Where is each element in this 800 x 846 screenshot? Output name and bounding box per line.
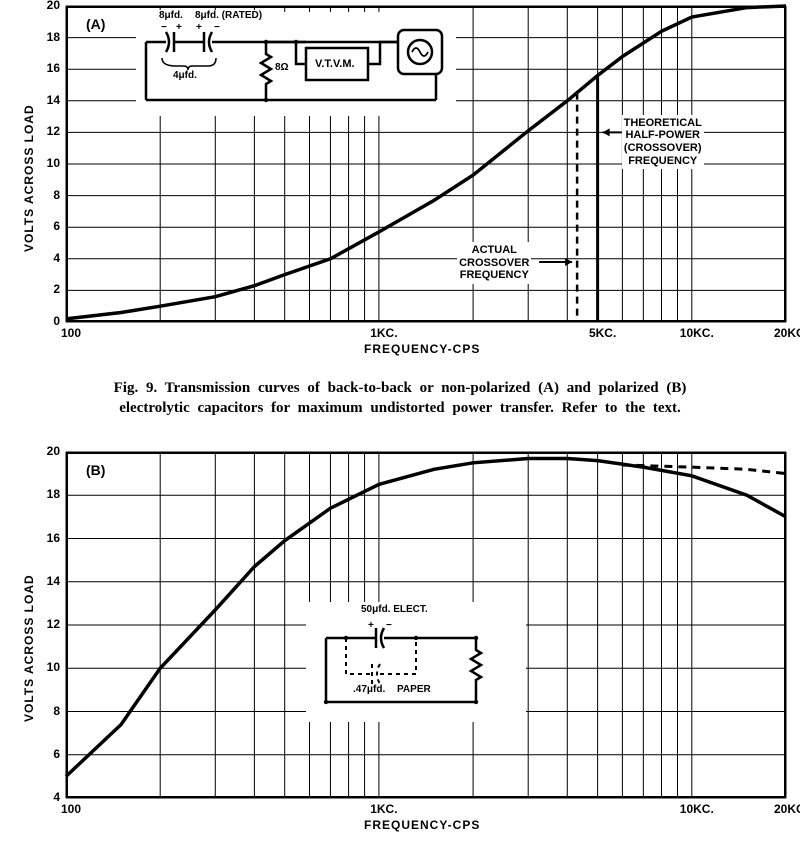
- chart-a-panel: VOLTS ACROSS LOAD FREQUENCY-CPS (A) ACTU…: [0, 0, 800, 370]
- cap1-label: 8μfd.: [158, 10, 184, 21]
- svg-text:+: +: [196, 22, 202, 33]
- y-tick-label: 8: [30, 704, 60, 718]
- y-tick-label: 10: [30, 660, 60, 674]
- y-tick-label: 16: [30, 61, 60, 75]
- chart-b-circuit-inset: +− 50μfd. ELECT. .47μfd. PAPER: [306, 602, 526, 722]
- meter-label: V.T.V.M.: [314, 58, 356, 70]
- chart-a-circuit-inset: −++− 8μfd. 8μfd. (RATED) 4μfd. 8Ω V.T.V.…: [136, 12, 456, 116]
- x-tick-label: 100: [46, 802, 96, 816]
- chart-b-circuit-svg: +−: [306, 602, 526, 722]
- chart-a-x-label: FREQUENCY-CPS: [364, 342, 480, 356]
- y-tick-label: 14: [30, 93, 60, 107]
- paper-cap-label: .47μfd.: [352, 684, 386, 695]
- theoretical-crossover-label: THEORETICALHALF-POWER(CROSSOVER)FREQUENC…: [622, 115, 704, 170]
- cap2-label: 8μfd. (RATED): [194, 10, 263, 21]
- y-tick-label: 8: [30, 188, 60, 202]
- y-tick-label: 4: [30, 251, 60, 265]
- y-tick-label: 12: [30, 124, 60, 138]
- svg-text:−: −: [161, 22, 167, 33]
- actual-crossover-label: ACTUALCROSSOVERFREQUENCY: [457, 242, 531, 284]
- x-tick-label: 100: [46, 326, 96, 340]
- y-tick-label: 12: [30, 617, 60, 631]
- x-tick-label: 10KC.: [672, 802, 722, 816]
- x-tick-label: 1KC.: [359, 326, 409, 340]
- y-tick-label: 20: [30, 0, 60, 12]
- chart-b-tag: (B): [84, 462, 107, 478]
- x-tick-label: 1KC.: [359, 802, 409, 816]
- caption-line2: electrolytic capacitors for maximum undi…: [119, 400, 681, 416]
- svg-text:+: +: [368, 620, 374, 631]
- figure-9: VOLTS ACROSS LOAD FREQUENCY-CPS (A) ACTU…: [0, 0, 800, 846]
- figure-caption: Fig. 9. Transmission curves of back-to-b…: [0, 378, 800, 432]
- y-tick-label: 20: [30, 444, 60, 458]
- y-tick-label: 14: [30, 574, 60, 588]
- caption-line1: Fig. 9. Transmission curves of back-to-b…: [114, 380, 687, 396]
- chart-b-panel: VOLTS ACROSS LOAD FREQUENCY-CPS (B) +− 5…: [0, 442, 800, 846]
- chart-a-tag: (A): [84, 16, 107, 32]
- y-tick-label: 6: [30, 219, 60, 233]
- svg-text:+: +: [176, 22, 182, 33]
- chart-b-x-label: FREQUENCY-CPS: [364, 818, 480, 832]
- svg-text:−: −: [214, 22, 220, 33]
- x-tick-label: 20KC.: [766, 802, 800, 816]
- y-tick-label: 18: [30, 487, 60, 501]
- y-tick-label: 10: [30, 156, 60, 170]
- y-tick-label: 16: [30, 531, 60, 545]
- y-tick-label: 18: [30, 30, 60, 44]
- x-tick-label: 20KC.: [766, 326, 800, 340]
- chart-b-y-label: VOLTS ACROSS LOAD: [22, 574, 36, 722]
- x-tick-label: 10KC.: [672, 326, 722, 340]
- paper-label: PAPER: [396, 684, 432, 695]
- chart-a-circuit-svg: −++−: [136, 12, 456, 116]
- elect-cap-label: 50μfd. ELECT.: [360, 604, 429, 615]
- x-tick-label: 5KC.: [578, 326, 628, 340]
- svg-text:−: −: [386, 620, 392, 631]
- y-tick-label: 2: [30, 282, 60, 296]
- y-tick-label: 6: [30, 747, 60, 761]
- resistor-label: 8Ω: [274, 62, 290, 73]
- cap-combined-label: 4μfd.: [172, 70, 198, 81]
